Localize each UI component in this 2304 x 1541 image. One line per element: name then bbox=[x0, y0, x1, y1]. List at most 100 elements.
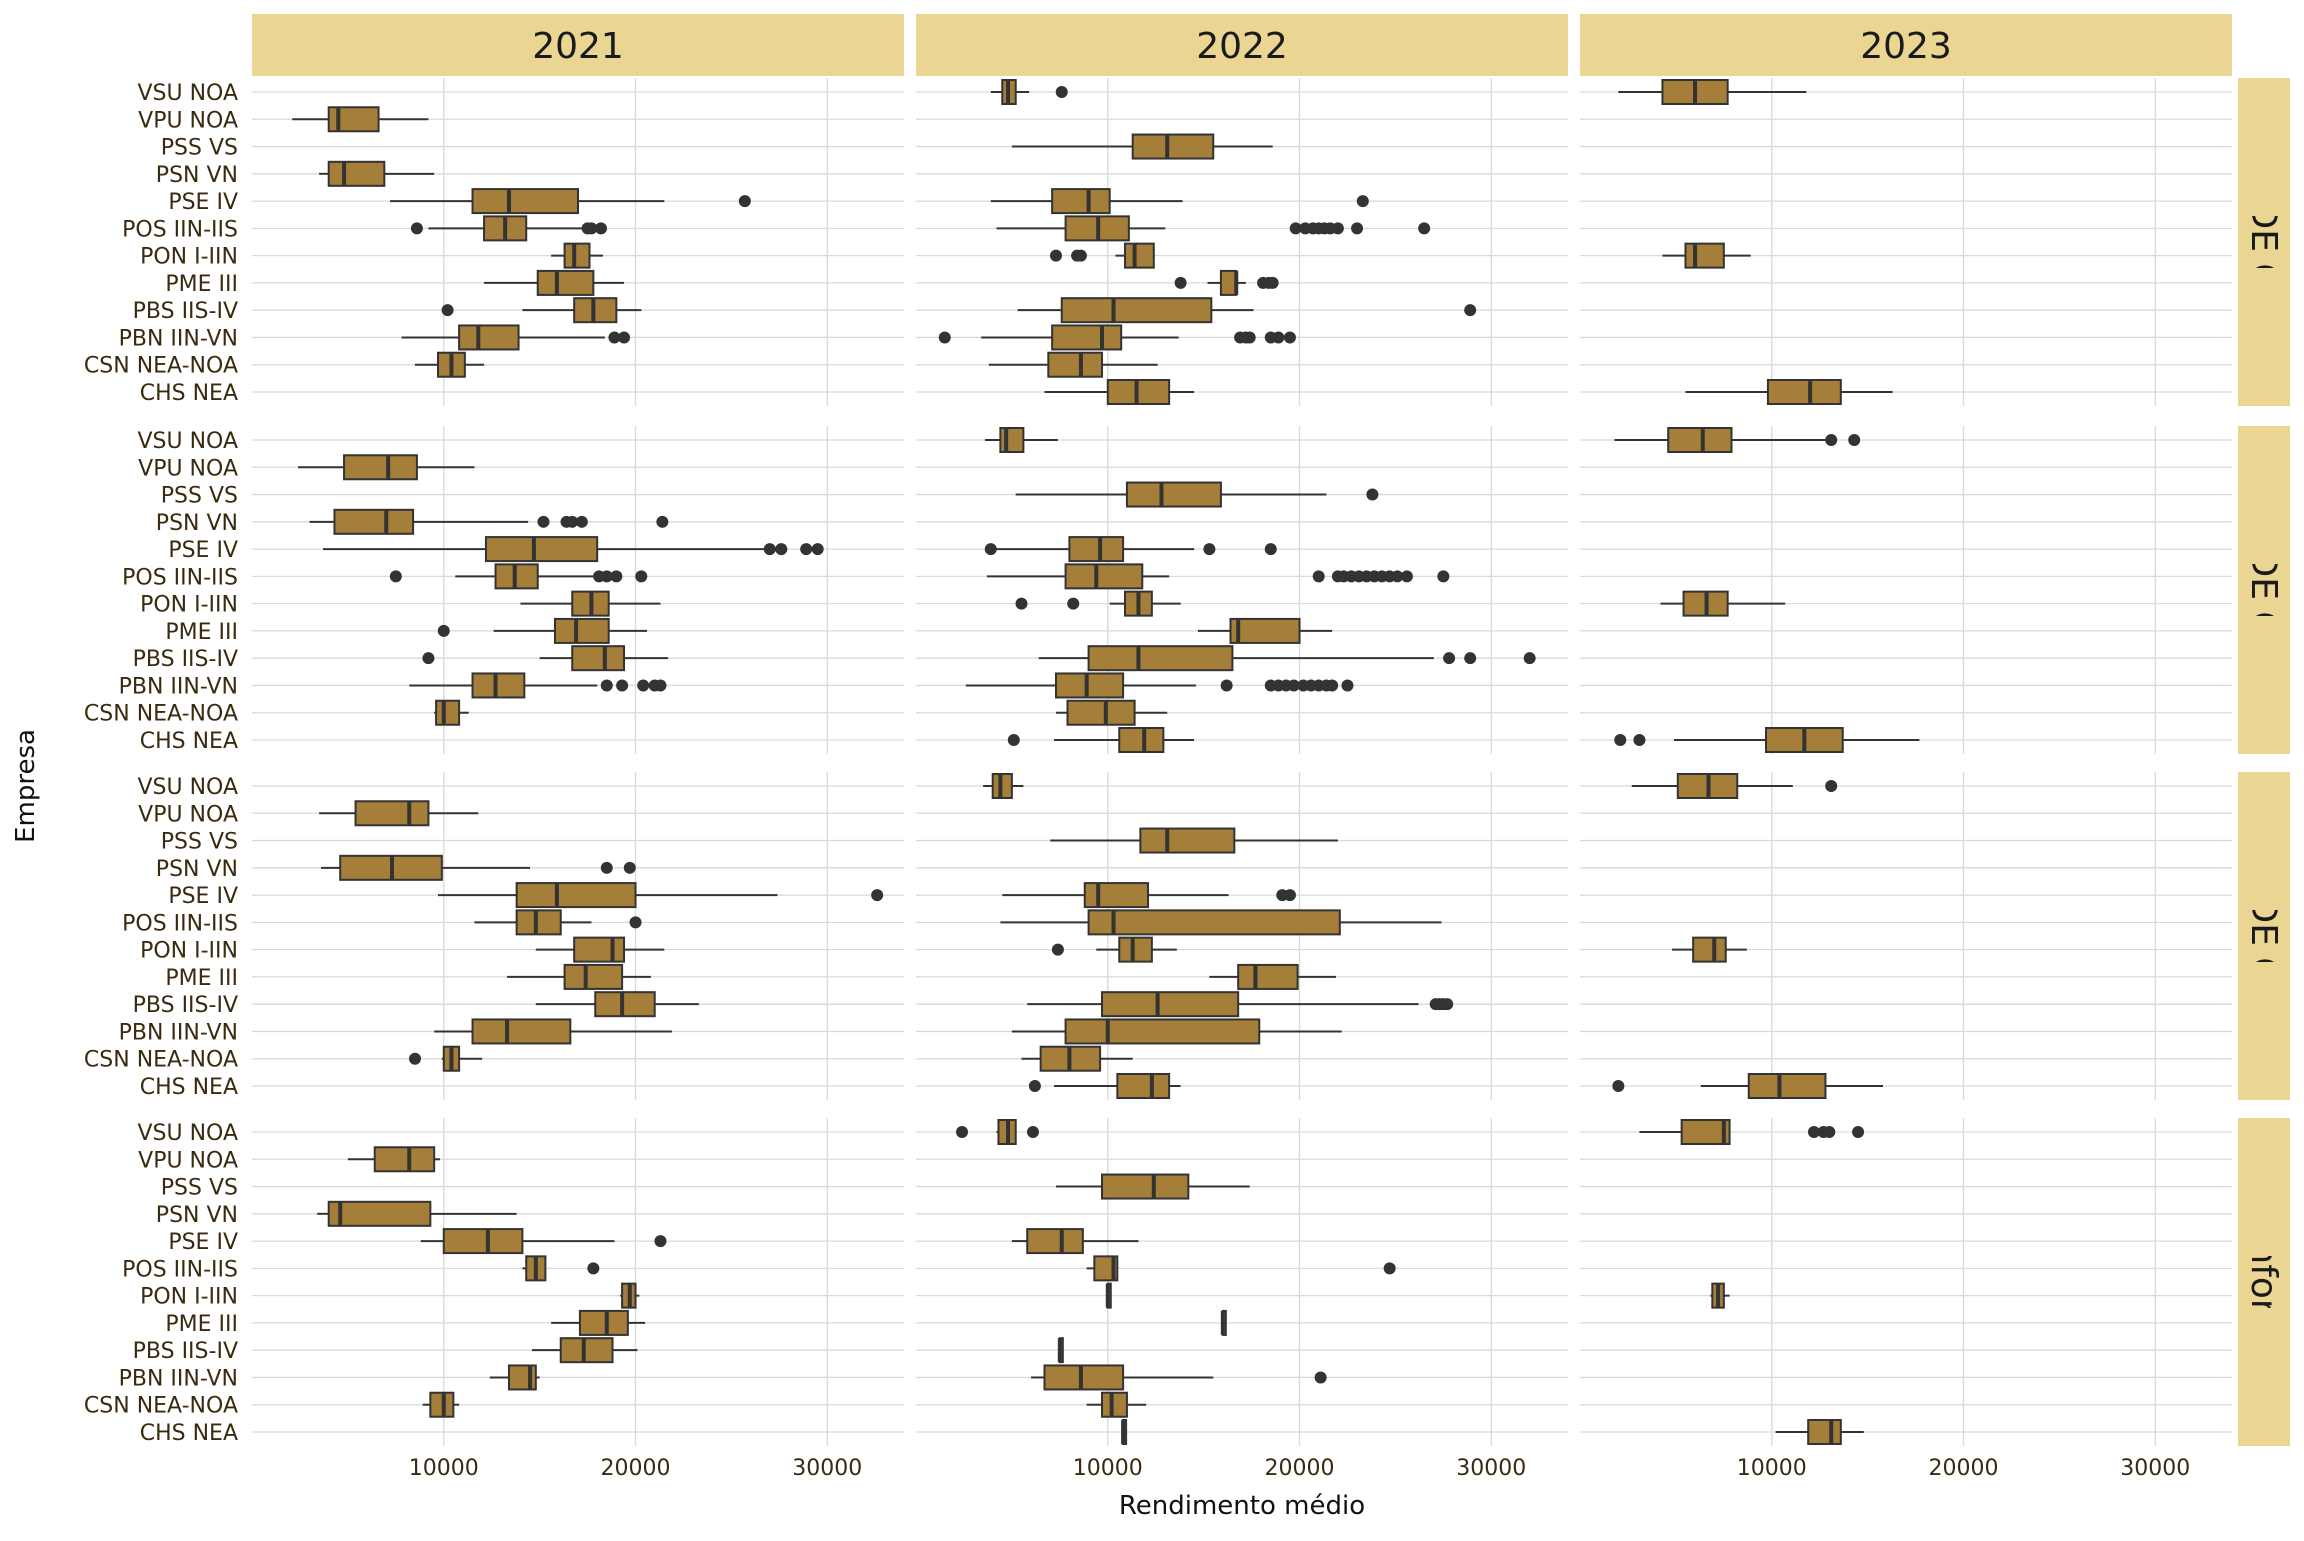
x-tick-label: 10000 bbox=[1073, 1456, 1143, 1481]
box-plot-item bbox=[1672, 936, 1747, 963]
box-plot-item bbox=[535, 991, 699, 1018]
y-tick-label: PSS VS bbox=[161, 1176, 238, 1201]
outlier-point bbox=[1356, 195, 1369, 208]
box-iqr bbox=[1219, 269, 1238, 296]
box-iqr bbox=[1047, 351, 1104, 378]
outlier-point bbox=[1418, 222, 1431, 235]
box-iqr bbox=[1066, 699, 1136, 726]
outlier-point bbox=[600, 679, 613, 692]
y-tick-label: PSS VS bbox=[161, 484, 238, 509]
box-plot-item bbox=[1105, 1282, 1112, 1309]
x-axis-title: Rendimento médio bbox=[1119, 1491, 1365, 1521]
outlier-point bbox=[1243, 331, 1256, 344]
outlier-point bbox=[587, 1262, 600, 1275]
outlier-point bbox=[410, 222, 423, 235]
box-plot-item bbox=[1015, 590, 1181, 617]
box-plot-item bbox=[1044, 379, 1195, 405]
outlier-point bbox=[1026, 1126, 1039, 1138]
outlier-point bbox=[1391, 570, 1404, 583]
box-plot-item bbox=[1639, 1119, 1865, 1145]
box-plot-item bbox=[1685, 379, 1893, 405]
box-plot-item bbox=[1051, 936, 1177, 963]
box-plot-item bbox=[1011, 1018, 1342, 1045]
box-plot-item bbox=[292, 106, 429, 133]
marks-layer bbox=[292, 79, 1920, 1445]
outlier-point bbox=[1289, 222, 1302, 235]
box-plot-item bbox=[422, 1391, 460, 1418]
box-plot-item bbox=[1220, 1309, 1227, 1336]
box-plot-item bbox=[1050, 827, 1338, 854]
box-iqr bbox=[1064, 1018, 1261, 1045]
box-plot-item bbox=[434, 1018, 672, 1045]
box-plot-item bbox=[965, 672, 1354, 699]
box-plot-item bbox=[319, 160, 435, 187]
box-plot-item bbox=[520, 590, 661, 617]
outlier-point bbox=[422, 652, 435, 665]
y-tick-label: PSS VS bbox=[161, 830, 238, 855]
outlier-point bbox=[871, 889, 884, 902]
box-plot-item bbox=[1209, 963, 1336, 990]
box-iqr bbox=[1043, 1364, 1125, 1391]
facet-strip-row bbox=[2238, 78, 2290, 406]
x-tick-label: 30000 bbox=[792, 1456, 862, 1481]
outlier-point bbox=[1028, 1080, 1041, 1092]
x-tick-label: 10000 bbox=[409, 1456, 479, 1481]
y-axis-title: Empresa bbox=[11, 729, 41, 843]
box-plot-item bbox=[434, 699, 469, 726]
box-iqr bbox=[1125, 481, 1222, 508]
outlier-point bbox=[1464, 652, 1477, 665]
box-iqr bbox=[1054, 672, 1125, 699]
box-iqr bbox=[471, 1018, 572, 1045]
outlier-point bbox=[1055, 86, 1068, 98]
box-plot-item bbox=[484, 269, 625, 296]
box-plot-item bbox=[1614, 427, 1861, 453]
box-iqr bbox=[1680, 1119, 1731, 1145]
outlier-point bbox=[575, 515, 588, 528]
box-iqr bbox=[1060, 297, 1213, 324]
facet-strip-column-label: 2022 bbox=[1196, 26, 1288, 67]
box-plot-item bbox=[984, 536, 1277, 563]
box-iqr bbox=[1766, 379, 1842, 405]
outlier-point bbox=[811, 543, 824, 556]
outlier-point bbox=[1220, 679, 1233, 692]
box-plot-item bbox=[1015, 481, 1379, 508]
box-plot-item bbox=[1086, 1391, 1147, 1418]
y-tick-label: VPU NOA bbox=[138, 108, 238, 133]
outlier-point bbox=[1015, 597, 1028, 610]
facet-strip-row-label: Não informado bbox=[2243, 1149, 2284, 1415]
outlier-point bbox=[775, 543, 788, 556]
box-plot-item bbox=[1660, 590, 1786, 617]
box-iqr bbox=[1101, 991, 1240, 1018]
y-tick-label: PBN IIN-VN bbox=[119, 1366, 238, 1391]
outlier-point bbox=[1848, 434, 1861, 446]
y-tick-label: PON I-IIN bbox=[140, 1285, 238, 1310]
box-plot-item bbox=[409, 1045, 483, 1072]
box-iqr bbox=[999, 427, 1025, 453]
box-plot-item bbox=[986, 563, 1450, 590]
y-tick-label: POS IIN-IIS bbox=[122, 911, 238, 936]
box-plot-item bbox=[474, 909, 642, 936]
y-tick-label: POS IIN-IIS bbox=[122, 217, 238, 242]
box-plot-item bbox=[551, 242, 603, 269]
box-iqr bbox=[1139, 827, 1236, 854]
y-tick-label: CHS NEA bbox=[140, 1075, 238, 1100]
outlier-point bbox=[437, 624, 450, 637]
facet-strip-column-label: 2023 bbox=[1860, 26, 1952, 67]
box-iqr bbox=[484, 536, 599, 563]
box-iqr bbox=[1684, 242, 1725, 269]
y-tick-label: PON I-IIN bbox=[140, 939, 238, 964]
outlier-point bbox=[1825, 780, 1838, 792]
outlier-point bbox=[1825, 434, 1838, 446]
box-iqr bbox=[327, 1200, 432, 1227]
outlier-point bbox=[1049, 249, 1062, 262]
box-plot-item bbox=[309, 508, 669, 535]
box-iqr bbox=[563, 963, 624, 990]
box-iqr bbox=[458, 324, 520, 351]
outlier-point bbox=[1051, 943, 1064, 956]
box-plot-item bbox=[507, 963, 651, 990]
outlier-point bbox=[1612, 1080, 1625, 1092]
box-plot-item bbox=[1612, 1073, 1883, 1099]
box-iqr bbox=[1118, 727, 1165, 753]
box-iqr bbox=[1101, 1391, 1128, 1418]
